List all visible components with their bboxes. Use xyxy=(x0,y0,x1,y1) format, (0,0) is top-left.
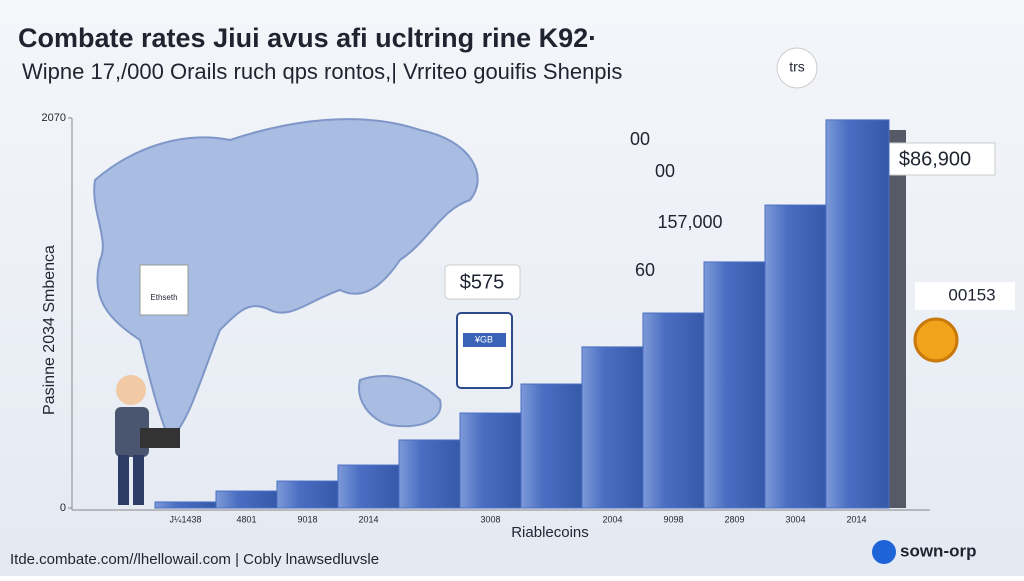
bar xyxy=(459,412,524,509)
bar xyxy=(337,464,402,509)
title: Combate rates Jiui avus afi ucltring rin… xyxy=(18,23,597,53)
annotation: $86,900 xyxy=(899,148,971,170)
bar xyxy=(581,346,646,509)
brand: sown-orp xyxy=(900,541,977,560)
annotation: ¥GB xyxy=(474,334,493,344)
bar xyxy=(764,204,829,509)
annotation: 00 xyxy=(655,161,675,181)
x-tick-label: 3004 xyxy=(785,514,805,524)
australia xyxy=(358,375,442,428)
footer: Itde.combate.com//lhellowail.com | Cobly… xyxy=(10,551,379,568)
brand-logo xyxy=(872,540,896,564)
bar xyxy=(398,439,463,509)
x-tick-label: 2014 xyxy=(358,514,378,524)
x-tick-label: 4801 xyxy=(236,514,256,524)
callout xyxy=(444,264,521,300)
x-axis-label: Riablecoins xyxy=(511,524,589,541)
clipboard xyxy=(456,312,513,389)
bar xyxy=(154,501,219,509)
laptop xyxy=(140,428,180,448)
icon-card xyxy=(139,264,189,316)
person-leg xyxy=(118,455,129,505)
x-tick-label: 9018 xyxy=(297,514,317,524)
x-tick-label: 2004 xyxy=(602,514,622,524)
annotation: Ethseth xyxy=(150,293,177,302)
y-axis-label: Pasinne 2034 Smbenca xyxy=(41,245,58,415)
annotation: 60 xyxy=(635,260,655,280)
subtitle: Wipne 17,/000 Orails ruch qps rontos,| V… xyxy=(22,59,622,84)
x-tick-label: J¼1438 xyxy=(169,514,201,524)
y-tick-label: 0 xyxy=(60,502,66,514)
person-head xyxy=(116,375,146,405)
x-tick-label: 3008 xyxy=(480,514,500,524)
annotation: 157,000 xyxy=(657,212,722,232)
badge xyxy=(776,47,818,89)
annotation: trs xyxy=(789,59,805,75)
callout xyxy=(915,282,1015,310)
world-map xyxy=(93,118,479,442)
annotation: $575 xyxy=(460,271,505,293)
annotation: 00153 xyxy=(948,285,995,304)
person-leg xyxy=(133,455,144,505)
y-tick-label: 2070 xyxy=(42,112,66,124)
plot: 0 2070 J¼1438 4801 9018 2014 3008 2004 9098 2809 3… xyxy=(42,112,890,524)
clipboard-label xyxy=(463,333,506,347)
bar xyxy=(825,119,890,509)
bar xyxy=(520,383,585,509)
bar xyxy=(276,480,341,509)
annotation: 00 xyxy=(630,129,650,149)
bar xyxy=(215,490,280,509)
coin xyxy=(913,317,959,363)
x-tick-label: 2014 xyxy=(846,514,866,524)
bar xyxy=(642,312,707,509)
x-tick-label: 9098 xyxy=(663,514,683,524)
bar xyxy=(703,261,768,509)
x-tick-label: 2809 xyxy=(724,514,744,524)
